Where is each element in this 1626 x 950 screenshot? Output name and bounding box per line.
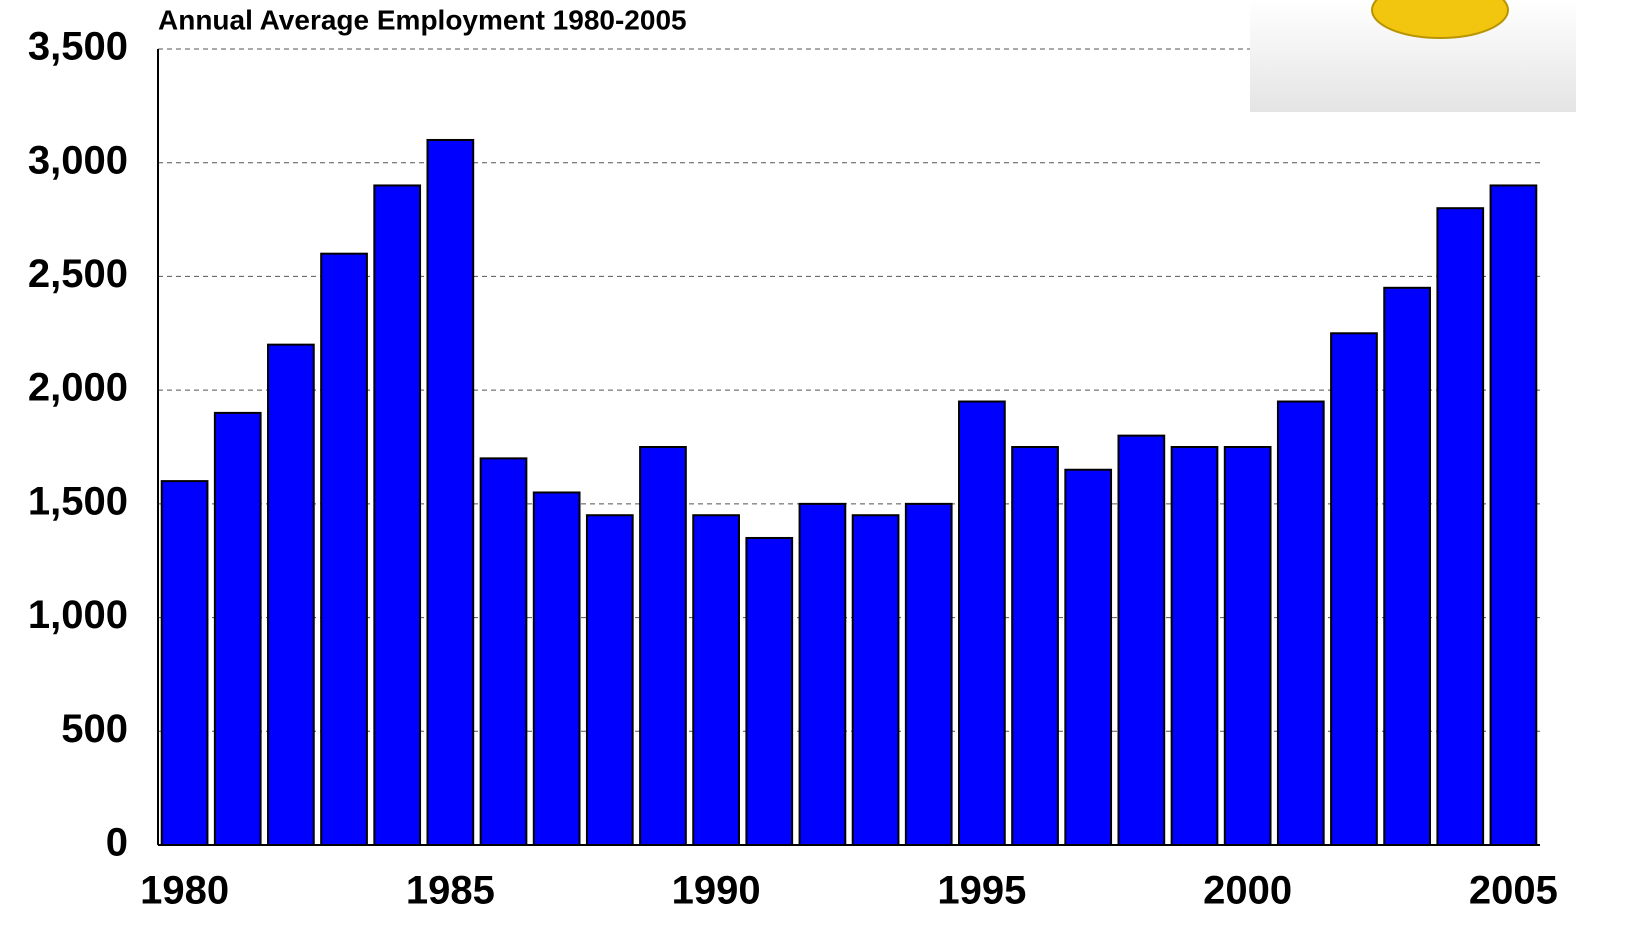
x-tick-label: 1995 <box>937 869 1026 913</box>
bar <box>1117 434 1166 846</box>
bar <box>1276 400 1325 846</box>
bar <box>798 502 847 846</box>
bar <box>1489 184 1538 846</box>
y-tick-label: 1,500 <box>28 479 128 523</box>
y-tick-label: 3,000 <box>28 138 128 182</box>
bar <box>1223 446 1272 846</box>
bar <box>692 514 740 846</box>
bar <box>1064 468 1113 846</box>
y-tick-label: 2,000 <box>28 366 128 410</box>
bar <box>585 514 634 846</box>
bar <box>958 400 1006 846</box>
bar <box>479 457 528 846</box>
bar <box>426 138 475 846</box>
bar <box>160 480 209 846</box>
hard-hat <box>1371 0 1509 39</box>
x-tick-label: 1980 <box>140 869 229 913</box>
bar <box>267 343 315 846</box>
bar <box>1436 207 1485 846</box>
y-tick-label: 0 <box>106 821 128 865</box>
bar <box>851 514 900 846</box>
bar <box>904 502 953 846</box>
bar <box>1011 446 1059 846</box>
bar <box>532 491 581 846</box>
x-tick-label: 2000 <box>1203 869 1292 913</box>
y-tick-label: 2,500 <box>28 252 128 296</box>
y-tick-label: 1,000 <box>28 593 128 637</box>
x-tick-label: 1985 <box>406 869 495 913</box>
y-tick-label: 3,500 <box>28 25 128 69</box>
bar <box>1170 446 1219 846</box>
bar <box>373 184 422 846</box>
bar <box>745 536 794 846</box>
bar <box>1330 332 1378 846</box>
x-tick-label: 2005 <box>1469 869 1558 913</box>
y-tick-label: 500 <box>61 707 128 751</box>
bar <box>320 252 368 846</box>
bar <box>1383 286 1431 846</box>
bar <box>213 411 262 846</box>
x-tick-label: 1990 <box>672 869 761 913</box>
chart-title: Annual Average Employment 1980-2005 <box>158 4 687 35</box>
bar <box>639 446 687 846</box>
